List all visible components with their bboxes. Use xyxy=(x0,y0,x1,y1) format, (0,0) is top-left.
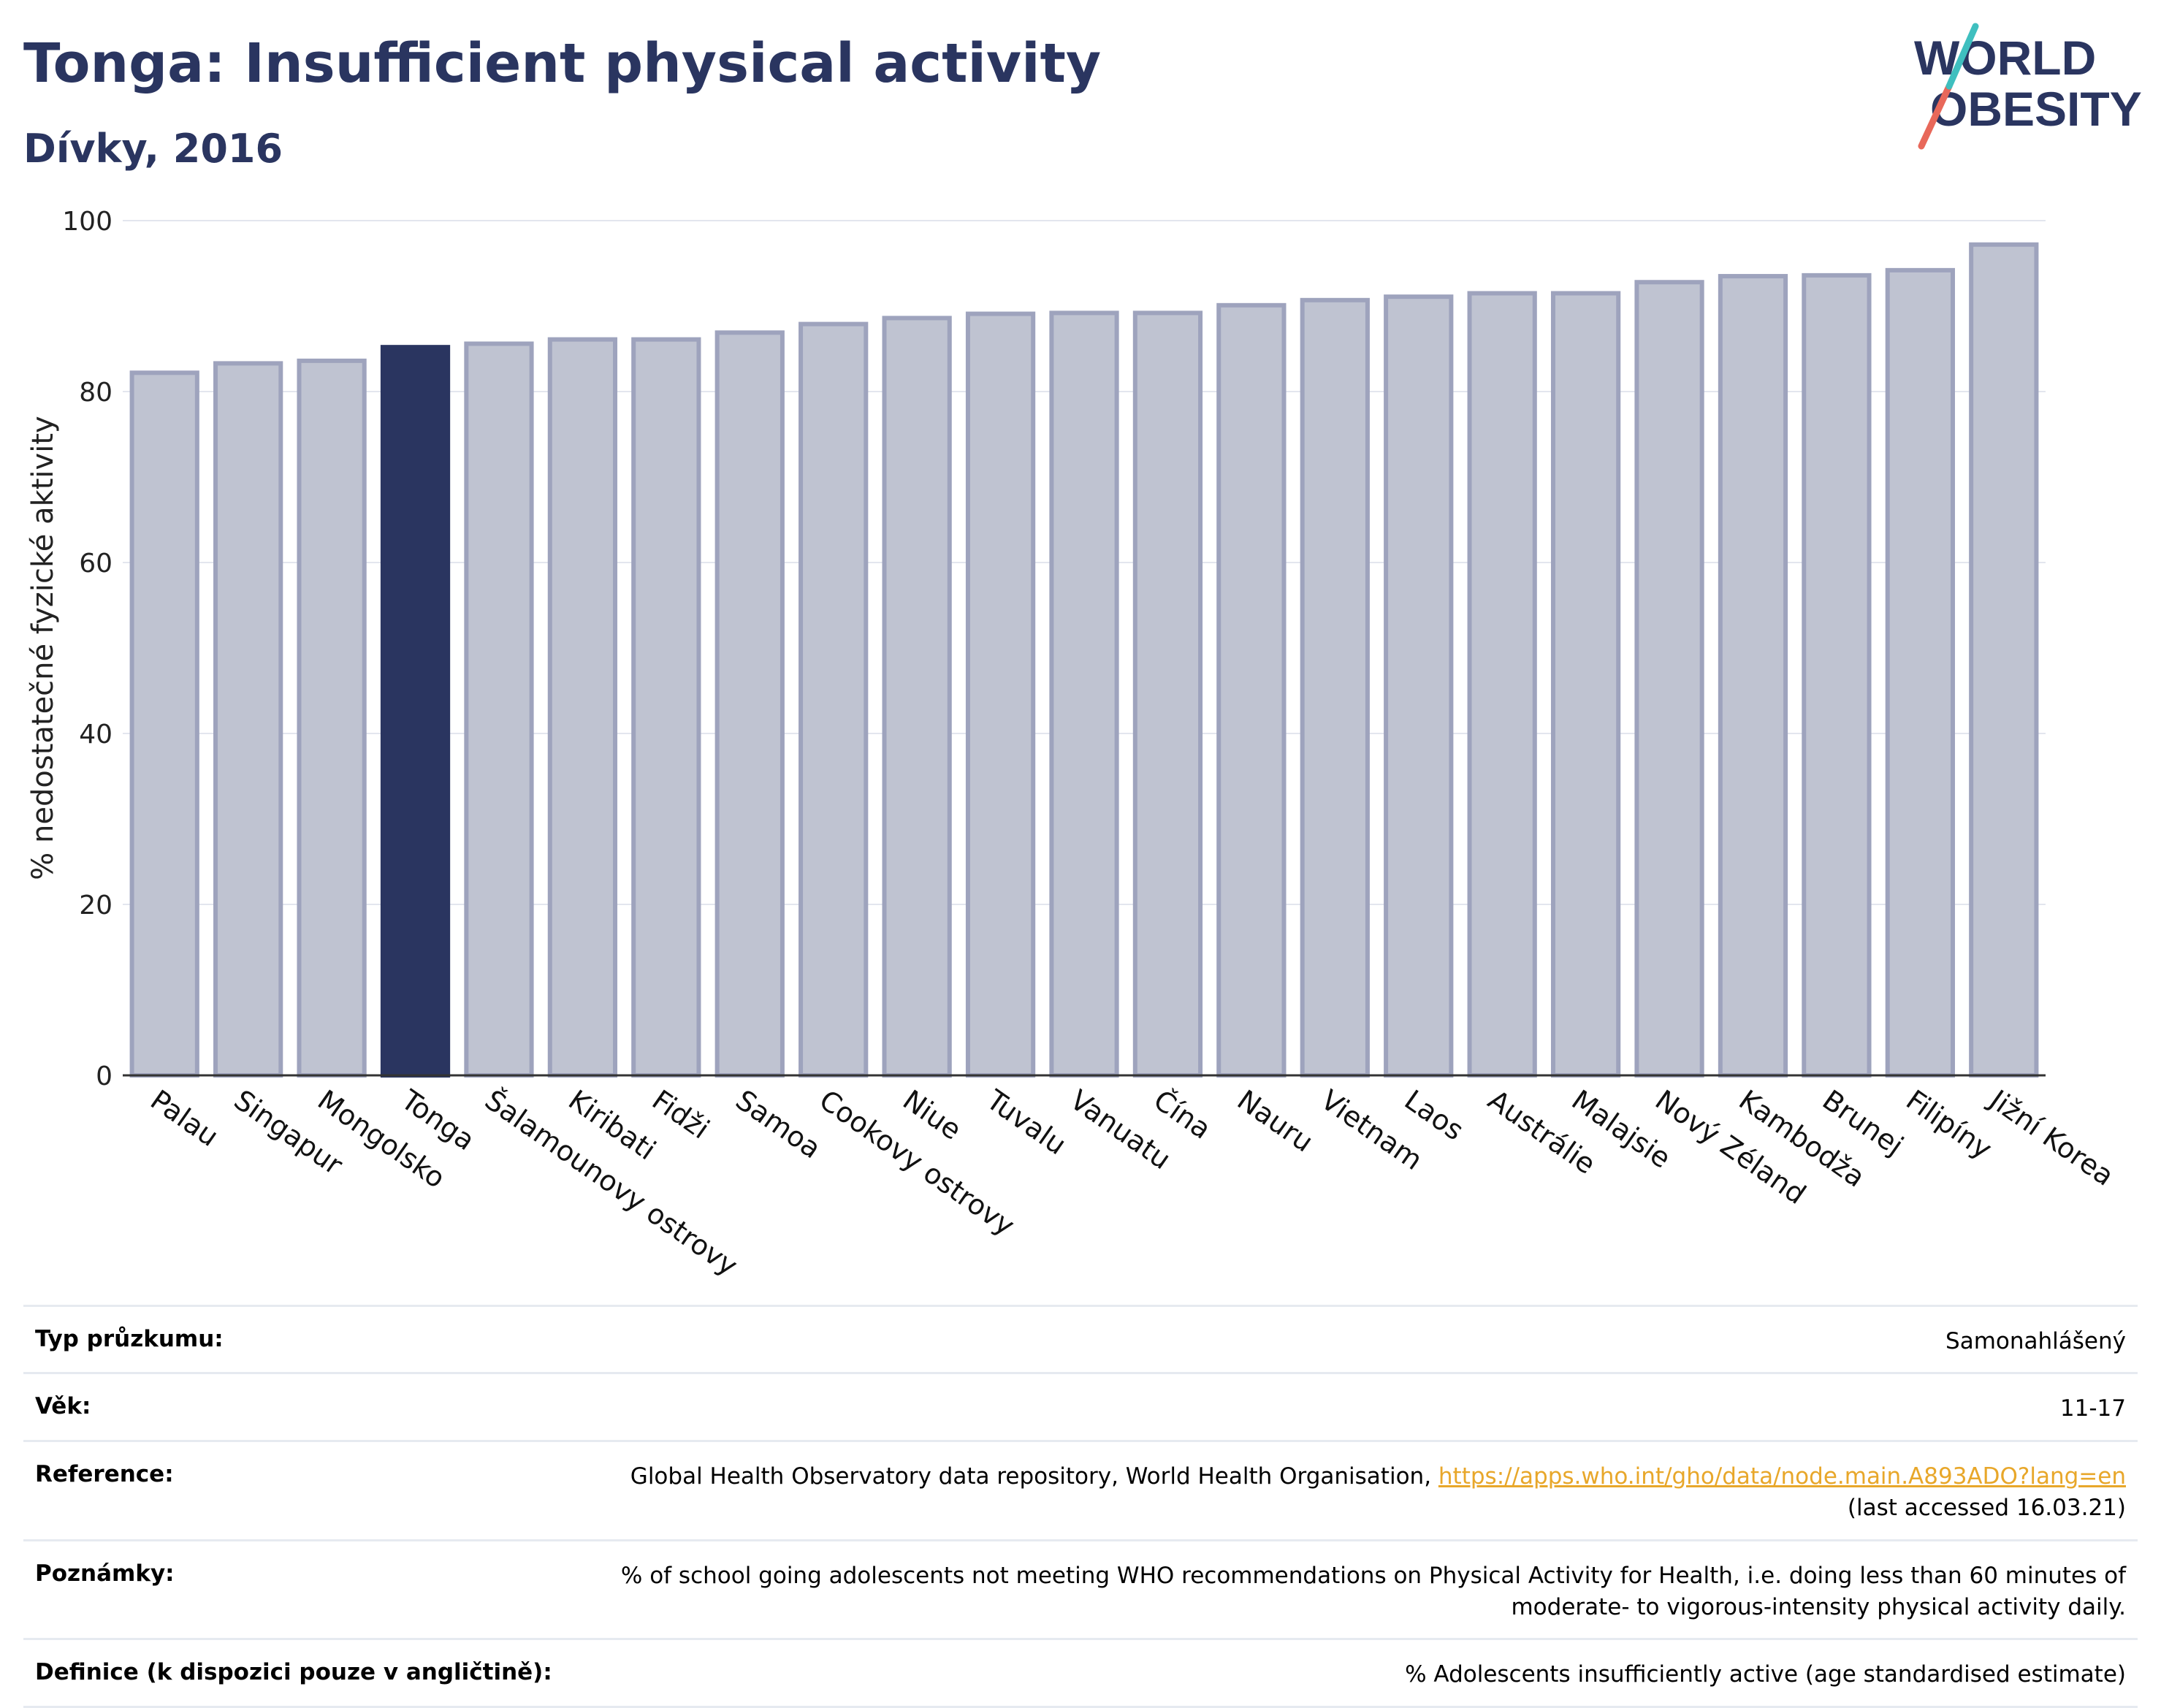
reference-link[interactable]: https://apps.who.int/gho/data/node.main.… xyxy=(1438,1463,2126,1490)
y-tick-label: 0 xyxy=(96,1061,113,1091)
x-tick-label: Samoa xyxy=(730,1083,827,1164)
bar-malajsie xyxy=(1550,291,1621,1078)
bar-palau xyxy=(129,370,199,1078)
bar-samoa xyxy=(714,330,785,1078)
y-tick-label: 20 xyxy=(79,891,113,920)
info-row-definition: Definice (k dispozici pouze v angličtině… xyxy=(23,1638,2138,1708)
bar-tuvalu xyxy=(965,311,1036,1078)
bars xyxy=(129,242,2039,1078)
bar-čína xyxy=(1132,310,1203,1078)
bar-šalamounovy-ostrovy xyxy=(464,341,534,1078)
chart-subtitle: Dívky, 2016 xyxy=(23,126,283,172)
info-table: Typ průzkumu: Samonahlášený Věk: 11-17 R… xyxy=(23,1305,2138,1708)
bar-mongolsko xyxy=(297,358,367,1078)
bar-vanuatu xyxy=(1049,310,1119,1078)
info-row-age: Věk: 11-17 xyxy=(23,1372,2138,1439)
x-tick-label: Nauru xyxy=(1232,1083,1319,1158)
bar-austrálie xyxy=(1467,291,1537,1078)
bar-chart: 0 20 40 60 80 100 Palau SingapurMongolskoTonga… xyxy=(26,207,2120,1282)
bar-singapur xyxy=(213,361,283,1078)
bar-filipíny xyxy=(1885,267,1955,1078)
svg-text:OBESITY: OBESITY xyxy=(1930,82,2142,136)
info-value: % of school going adolescents not meetin… xyxy=(620,1562,2126,1620)
info-label: Typ průzkumu: xyxy=(35,1326,224,1352)
bar-laos xyxy=(1384,294,1454,1078)
info-label: Reference: xyxy=(35,1460,174,1487)
info-row-notes: Poznámky: % of school going adolescents … xyxy=(23,1539,2138,1639)
info-row-survey-type: Typ průzkumu: Samonahlášený xyxy=(23,1305,2138,1372)
bar-fidži xyxy=(631,337,701,1078)
chart-title: Tonga: Insufficient physical activity xyxy=(23,32,1102,95)
info-value: Global Health Observatory data repositor… xyxy=(630,1461,2126,1525)
info-label: Definice (k dispozici pouze v angličtině… xyxy=(35,1659,552,1686)
reference-text: Global Health Observatory data repositor… xyxy=(630,1463,1438,1490)
y-tick-label: 40 xyxy=(79,720,113,750)
bar-nauru xyxy=(1216,302,1287,1078)
bar-tonga xyxy=(380,345,451,1078)
bar-cookovy-ostrovy xyxy=(799,321,869,1078)
reference-accessed: (last accessed 16.03.21) xyxy=(1847,1495,2126,1522)
world-obesity-logo: WORLD OBESITY xyxy=(1914,23,2142,150)
bar-kambodža xyxy=(1718,274,1788,1078)
bar-kiribati xyxy=(547,337,618,1078)
bar-jižní-korea xyxy=(1969,242,2039,1078)
info-label: Poznámky: xyxy=(35,1560,175,1587)
info-row-reference: Reference: Global Health Observatory dat… xyxy=(23,1439,2138,1539)
y-tick-label: 60 xyxy=(79,549,113,579)
info-label: Věk: xyxy=(35,1393,91,1420)
x-tick-label: Jižní Korea xyxy=(1983,1083,2120,1192)
y-tick-labels: 0 20 40 60 80 100 xyxy=(62,207,113,1091)
x-tick-label: Palau xyxy=(145,1083,224,1153)
x-tick-label: Tuvalu xyxy=(980,1083,1072,1162)
y-axis-label: % nedostatečné fyzické aktivity xyxy=(26,416,60,880)
info-value: 11-17 xyxy=(2059,1395,2126,1422)
y-tick-label: 80 xyxy=(79,378,113,408)
svg-text:WORLD: WORLD xyxy=(1914,31,2096,85)
bar-nový-zéland xyxy=(1634,280,1704,1078)
bar-brunej xyxy=(1802,272,1872,1078)
bar-niue xyxy=(882,316,952,1078)
info-value: Samonahlášený xyxy=(1945,1328,2126,1354)
info-value: % Adolescents insufficiently active (age… xyxy=(1405,1661,2126,1688)
y-tick-label: 100 xyxy=(62,207,113,237)
bar-vietnam xyxy=(1300,297,1370,1078)
x-tick-label: Filipíny xyxy=(1900,1083,1997,1165)
